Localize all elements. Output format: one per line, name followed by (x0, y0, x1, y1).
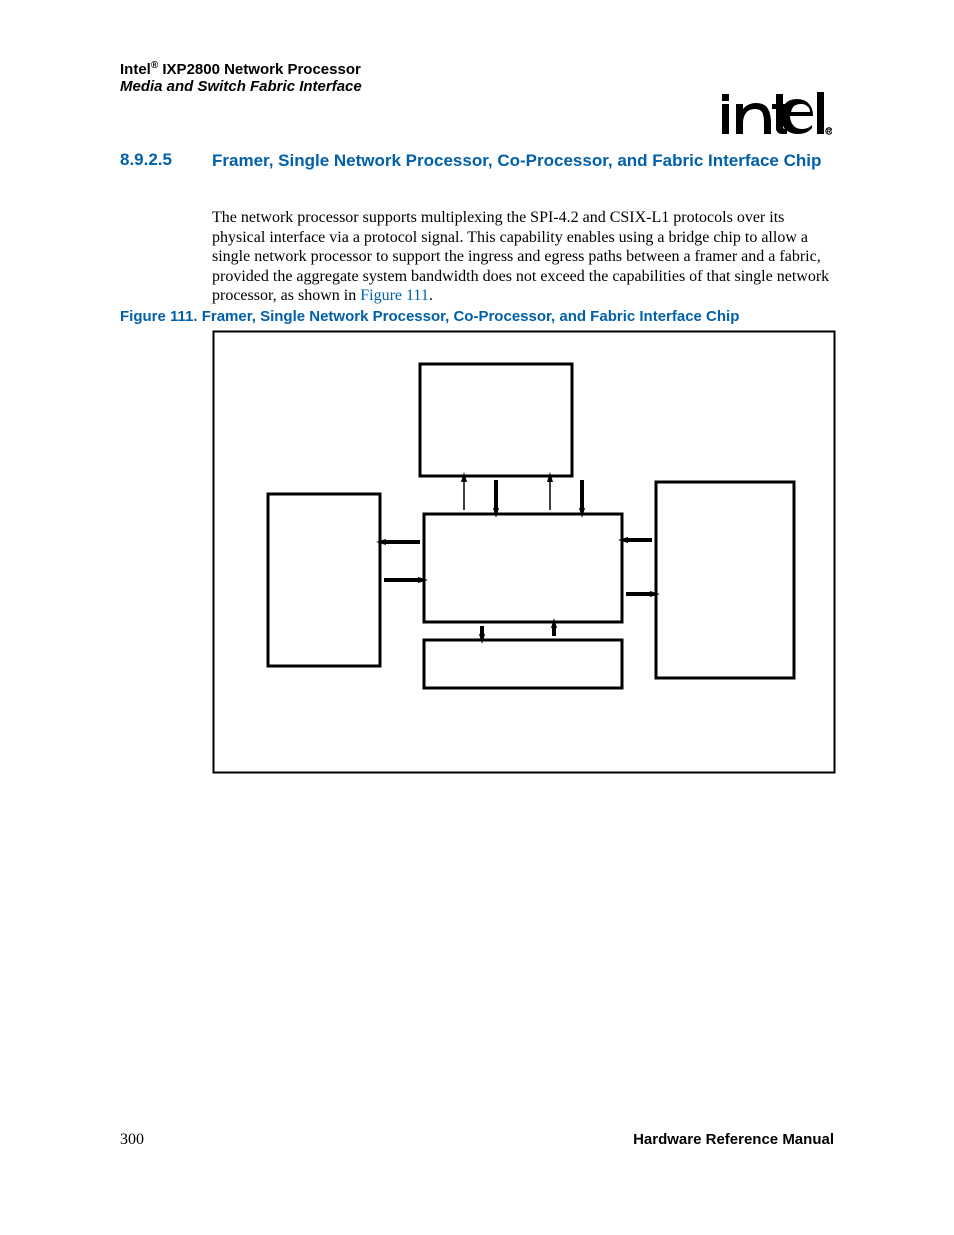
section-number: 8.9.2.5 (120, 150, 212, 170)
running-header: Intel® IXP2800 Network Processor Media a… (120, 60, 830, 95)
product-name: IXP2800 Network Processor (158, 61, 361, 78)
page-footer: 300 Hardware Reference Manual (120, 1131, 834, 1149)
body-paragraph: The network processor supports multiplex… (212, 208, 834, 306)
page: Intel® IXP2800 Network Processor Media a… (0, 0, 954, 1235)
paragraph-text: The network processor supports multiplex… (212, 209, 829, 304)
manual-title: Hardware Reference Manual (633, 1131, 834, 1148)
header-line-1: Intel® IXP2800 Network Processor (120, 60, 830, 78)
figure-caption: Figure 111. Framer, Single Network Proce… (120, 308, 739, 325)
intel-logo (722, 92, 832, 145)
block-diagram (212, 330, 836, 774)
brand-name: Intel (120, 61, 151, 78)
figure-reference-link[interactable]: Figure 111 (360, 287, 429, 304)
paragraph-tail: . (429, 287, 433, 304)
page-number: 300 (120, 1131, 144, 1149)
section-heading: 8.9.2.5 Framer, Single Network Processor… (120, 150, 840, 171)
section-title: Framer, Single Network Processor, Co-Pro… (212, 150, 821, 171)
